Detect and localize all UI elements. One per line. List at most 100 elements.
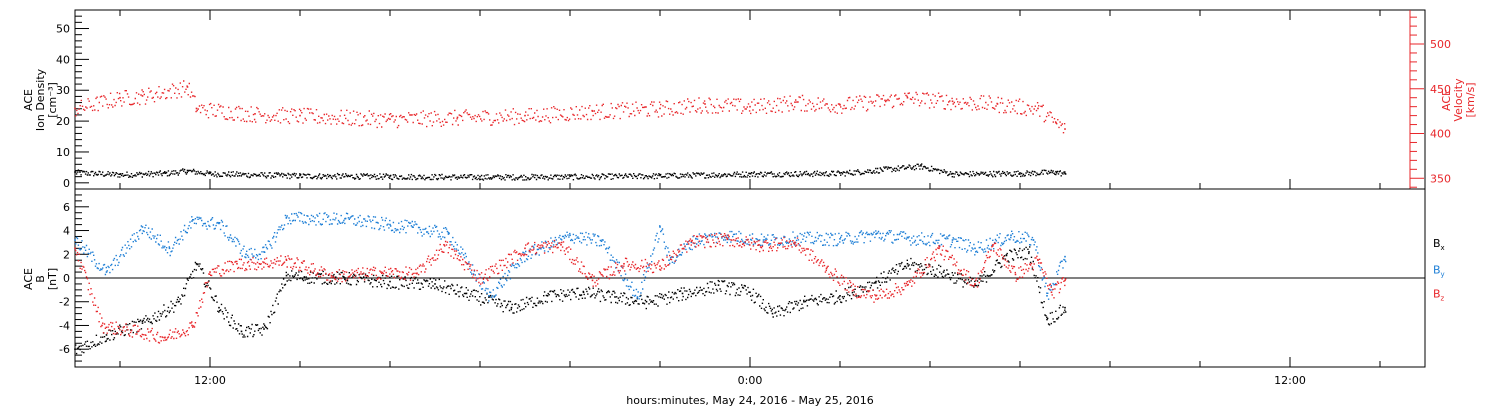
- velocity-point: [389, 118, 391, 120]
- velocity-samples: [75, 80, 1066, 134]
- field-by-point: [659, 226, 661, 228]
- field-tick-label: -4: [59, 319, 70, 332]
- field-by-point: [344, 217, 346, 220]
- velocity-point: [749, 105, 751, 108]
- field-bz-point: [690, 240, 693, 243]
- ion-density-point: [74, 171, 76, 173]
- ion-density-point: [749, 172, 751, 175]
- field-label-line-3: [nT]: [46, 268, 59, 290]
- field-bx-point: [195, 262, 198, 265]
- field-by-point: [218, 222, 220, 225]
- time-tick-label: 12:00: [1274, 374, 1306, 387]
- field-bx-point: [645, 300, 648, 303]
- field-bx-point: [803, 300, 805, 303]
- field-tick-label: -6: [59, 343, 70, 356]
- density-tick-label: 50: [56, 23, 70, 36]
- field-by-point: [74, 239, 76, 241]
- field-tick-label: 0: [63, 272, 70, 285]
- velocity-point: [1037, 107, 1039, 110]
- velocity-point: [659, 107, 661, 110]
- field-bz-samples: [75, 233, 1067, 344]
- field-bz-point: [330, 274, 333, 277]
- field-bx-point: [749, 291, 751, 294]
- field-by-point: [1046, 295, 1048, 297]
- field-bz-point: [906, 284, 909, 286]
- density-tick-label: 20: [56, 115, 70, 128]
- field-bz-point: [852, 289, 855, 291]
- field-bx-point: [546, 295, 549, 297]
- time-axis: 12:00 0:00 12:00: [119, 10, 1381, 387]
- field-bz-point: [591, 279, 594, 282]
- field-bz-point: [938, 247, 940, 250]
- field-label-line-1: ACE: [22, 268, 35, 290]
- field-by-point: [1032, 239, 1035, 241]
- field-by-samples: [75, 211, 1067, 302]
- field-bx-point: [974, 284, 976, 286]
- ion-density-point: [659, 174, 661, 177]
- field-by-point: [411, 226, 414, 228]
- field-bx-point: [240, 330, 243, 333]
- field-bz-point: [524, 247, 526, 250]
- field-bz-point: [560, 243, 562, 246]
- field-bx-point: [105, 334, 108, 336]
- field-bz-point: [191, 324, 193, 327]
- ion-density-point: [839, 172, 841, 174]
- field-bz-point: [1014, 273, 1017, 276]
- field-bz-point: [263, 261, 265, 264]
- field-by-point: [488, 295, 490, 297]
- field-bx-point: [717, 284, 720, 286]
- field-bz-point: [1050, 291, 1053, 294]
- ion-density-point: [1055, 170, 1057, 173]
- field-by-point: [951, 239, 954, 241]
- velocity-point: [186, 86, 189, 88]
- velocity-point: [195, 107, 198, 110]
- velocity-label-line-3: [km/s]: [1464, 82, 1477, 117]
- time-axis-label: hours:minutes, May 24, 2016 - May 25, 20…: [626, 394, 874, 407]
- field-bx-point: [141, 322, 144, 324]
- field-bz-point: [236, 262, 238, 265]
- field-bx-samples: [75, 246, 1067, 355]
- field-by-point: [794, 236, 796, 239]
- field-bx-point: [1005, 254, 1008, 257]
- time-tick-label: 12:00: [194, 374, 226, 387]
- density-tick-label: 40: [56, 53, 70, 66]
- ion-density-point: [1019, 172, 1021, 174]
- time-tick-label: 0:00: [738, 374, 763, 387]
- panel-top-frame: [74, 9, 1426, 190]
- field-bx-point: [771, 312, 774, 315]
- field-bx-point: [1028, 251, 1030, 253]
- field-by-point: [1064, 255, 1066, 258]
- panel-ion-density-velocity: ACE Ion Density [cm⁻³] ACE Velocity [km/…: [22, 9, 1477, 190]
- field-bx-point: [434, 283, 436, 285]
- velocity-point: [1064, 128, 1066, 130]
- field-bx-point: [263, 328, 265, 330]
- legend-by: By: [1433, 263, 1445, 278]
- field-bz-point: [726, 238, 729, 240]
- velocity-point: [591, 110, 594, 112]
- ion-density-point: [951, 172, 954, 175]
- field-bx-point: [1046, 318, 1048, 321]
- field-bx-point: [942, 271, 945, 273]
- field-bz-point: [285, 259, 288, 261]
- field-bx-point: [614, 296, 616, 298]
- field-bx-point: [74, 348, 76, 350]
- velocity-tick-label: 350: [1430, 172, 1451, 185]
- field-by-point: [839, 238, 841, 240]
- ion-density-point: [389, 175, 391, 177]
- field-bz-point: [992, 243, 994, 246]
- field-by-point: [569, 234, 571, 237]
- field-bz-point: [101, 324, 103, 327]
- ion-density-point: [479, 175, 481, 178]
- field-legend: Bx By Bz: [1433, 237, 1445, 302]
- ion-density-series: [74, 163, 1067, 181]
- field-by-series: [74, 211, 1067, 302]
- field-bz-point: [479, 277, 481, 279]
- field-bx-point: [285, 274, 288, 277]
- density-label-line-1: ACE: [22, 89, 35, 111]
- ion-density-point: [119, 173, 121, 175]
- density-tick-label: 10: [56, 146, 70, 159]
- density-label-line-3: [cm⁻³]: [46, 82, 59, 118]
- field-by-point: [141, 226, 144, 228]
- field-bx-point: [906, 262, 909, 265]
